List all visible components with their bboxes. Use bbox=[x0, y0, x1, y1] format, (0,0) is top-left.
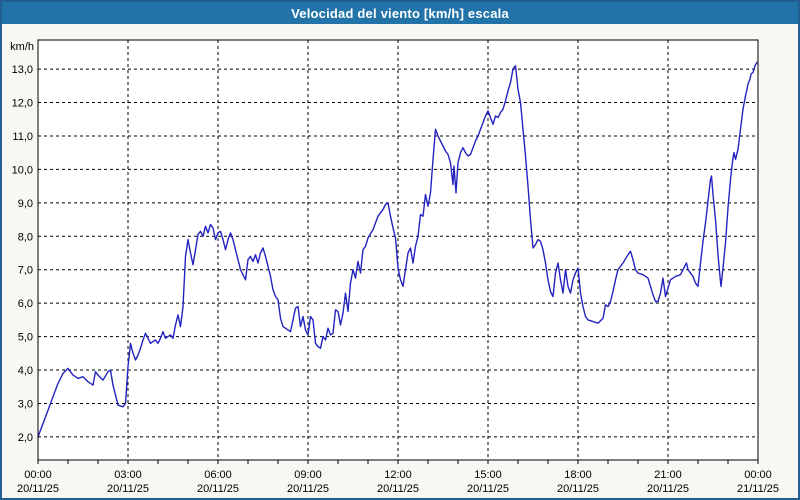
y-tick-label: 10,0 bbox=[12, 164, 33, 176]
y-tick-label: 7,0 bbox=[18, 265, 33, 277]
y-axis-unit-label: km/h bbox=[10, 41, 34, 53]
y-tick-label: 11,0 bbox=[12, 131, 33, 143]
wind-speed-line bbox=[37, 61, 758, 438]
y-tick-label: 8,0 bbox=[18, 231, 33, 243]
y-tick-label: 9,0 bbox=[18, 198, 33, 210]
x-tick-date-label: 20/11/25 bbox=[287, 483, 329, 495]
x-tick-date-label: 20/11/25 bbox=[377, 483, 419, 495]
x-tick-time-label: 21:00 bbox=[654, 469, 682, 481]
x-tick-time-label: 03:00 bbox=[114, 469, 142, 481]
y-tick-label: 4,0 bbox=[18, 365, 33, 377]
y-tick-label: 5,0 bbox=[18, 332, 33, 344]
x-tick-time-label: 18:00 bbox=[564, 469, 592, 481]
y-tick-label: 2,0 bbox=[18, 432, 33, 444]
x-tick-date-label: 20/11/25 bbox=[107, 483, 149, 495]
x-tick-date-label: 20/11/25 bbox=[197, 483, 239, 495]
x-tick-time-label: 09:00 bbox=[294, 469, 322, 481]
title-bar: Velocidad del viento [km/h] escala bbox=[2, 2, 798, 24]
x-tick-date-label: 20/11/25 bbox=[647, 483, 689, 495]
x-tick-date-label: 20/11/25 bbox=[17, 483, 59, 495]
x-tick-date-label: 20/11/25 bbox=[557, 483, 599, 495]
plot-border bbox=[37, 39, 759, 461]
x-tick-time-label: 12:00 bbox=[384, 469, 412, 481]
x-tick-time-label: 06:00 bbox=[204, 469, 232, 481]
x-tick-date-label: 20/11/25 bbox=[467, 483, 509, 495]
y-tick-label: 3,0 bbox=[18, 398, 33, 410]
chart-title: Velocidad del viento [km/h] escala bbox=[291, 5, 509, 21]
y-tick-label: 12,0 bbox=[12, 98, 33, 110]
y-tick-label: 13,0 bbox=[12, 64, 33, 76]
chart-svg: 2,0 3,0 4,0 5,0 6,0 7,0 8,0 9,0 10,0 11,0 12,0 13,0… bbox=[10, 39, 779, 495]
chart-area: 2,0 3,0 4,0 5,0 6,0 7,0 8,0 9,0 10,0 11,0 12,0 13,0… bbox=[2, 24, 798, 498]
x-tick-time-label: 00:00 bbox=[24, 469, 52, 481]
y-tick-label: 6,0 bbox=[18, 298, 33, 310]
x-tick-time-label: 15:00 bbox=[474, 469, 502, 481]
x-tick-date-label: 21/11/25 bbox=[737, 483, 779, 495]
x-tick-time-label: 00:00 bbox=[744, 469, 772, 481]
